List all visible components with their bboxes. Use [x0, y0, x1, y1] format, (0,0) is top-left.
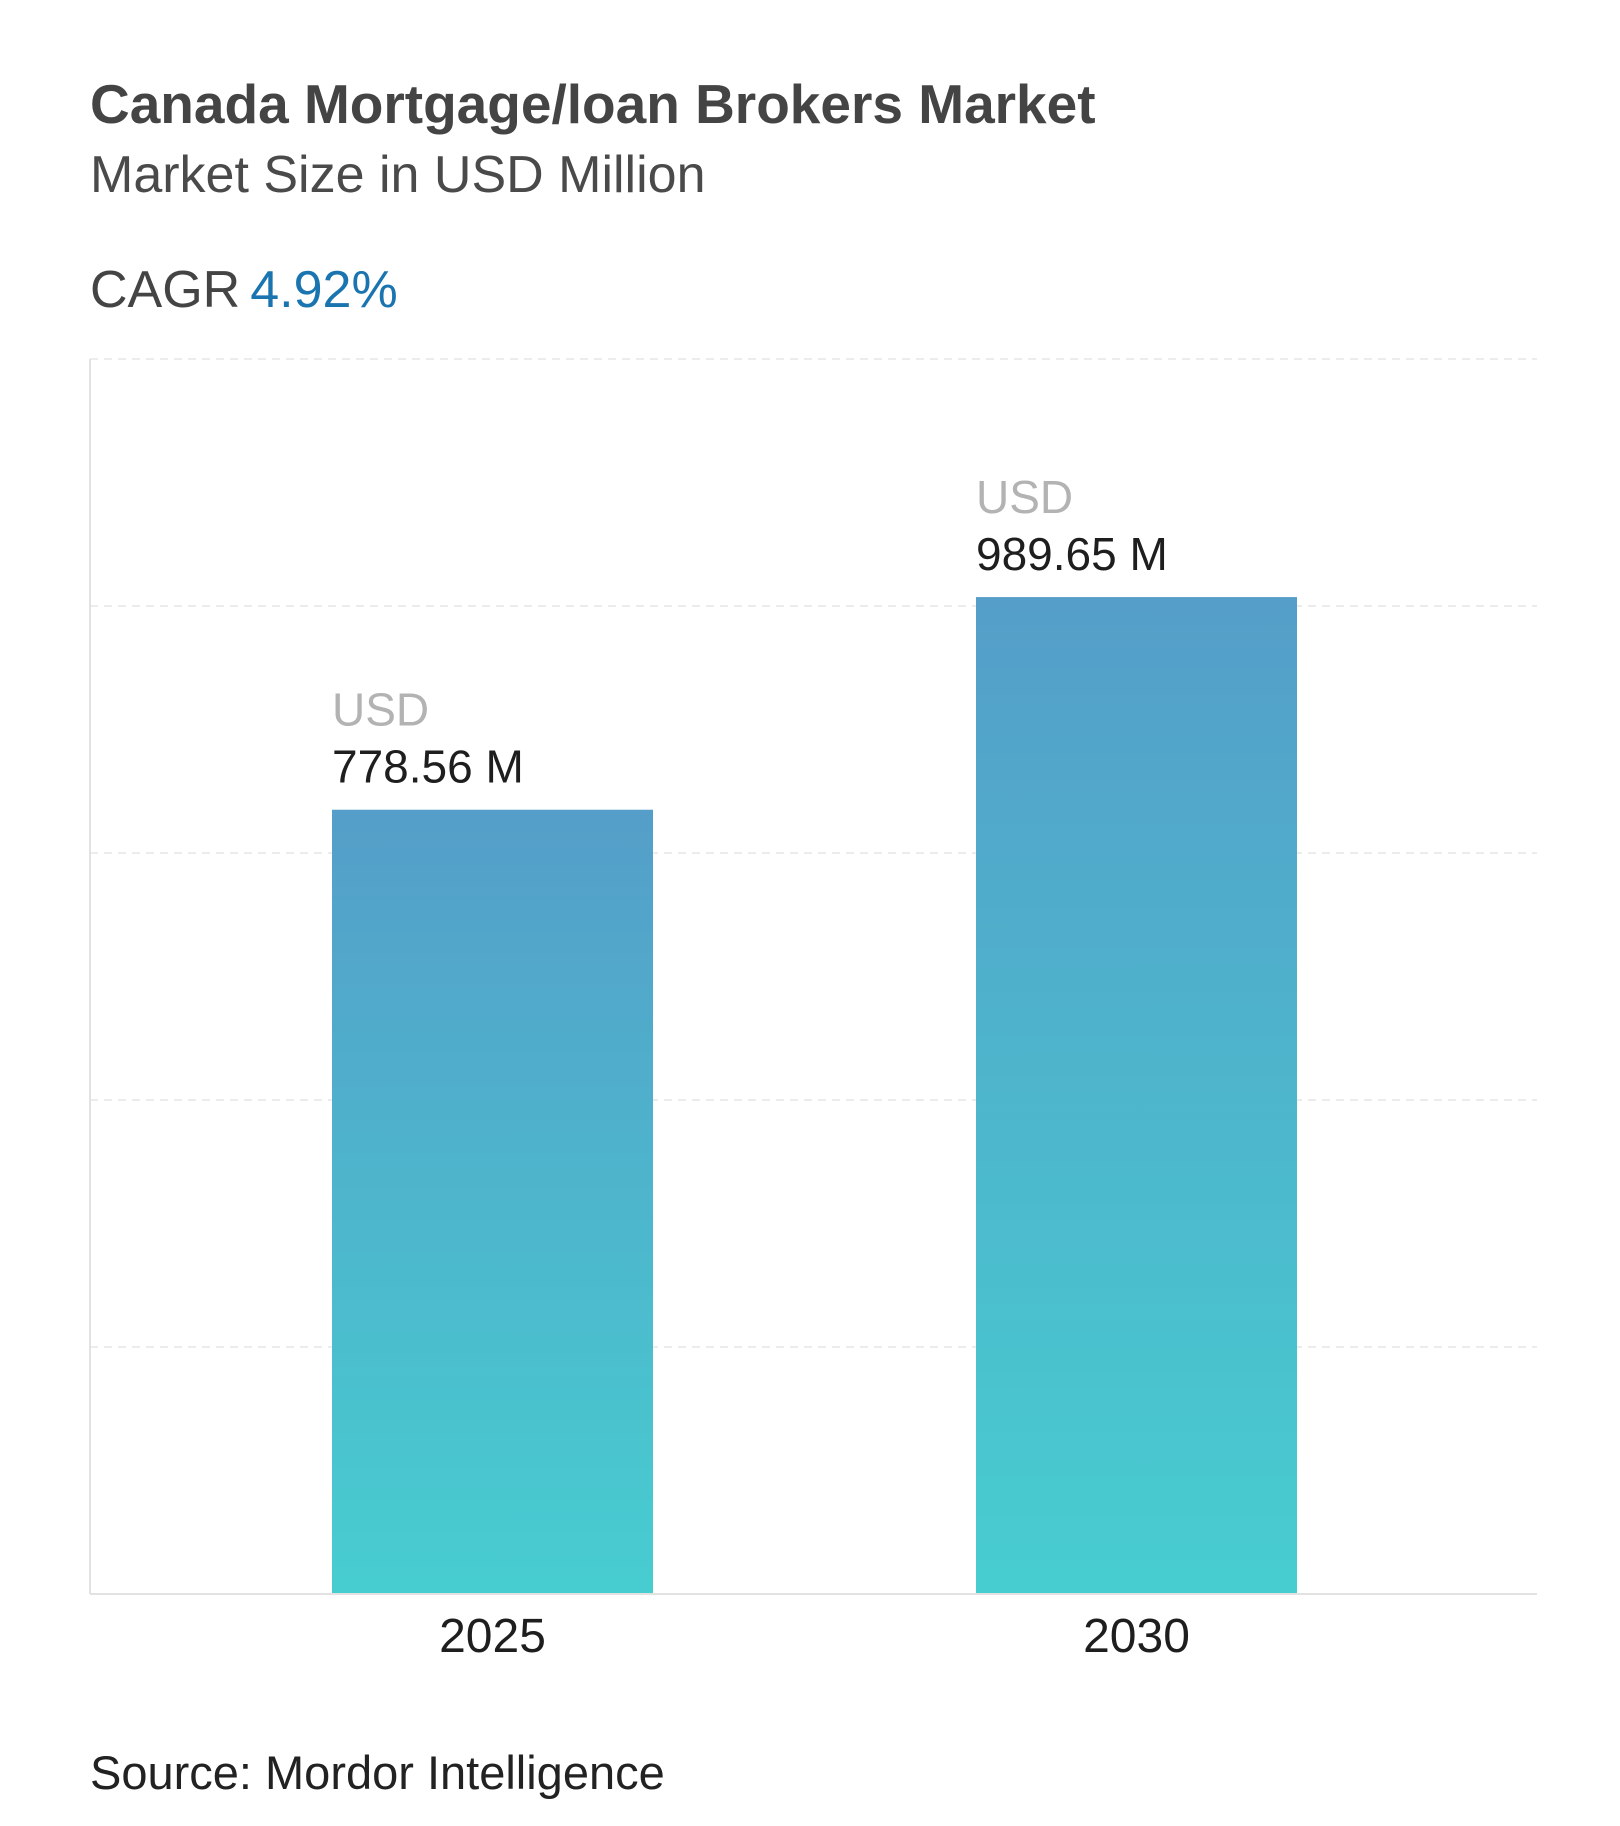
cagr-label: CAGR — [90, 261, 241, 319]
x-tick-label: 2030 — [1083, 1610, 1190, 1663]
value-unit-label: USD — [332, 684, 429, 736]
chart-title: Canada Mortgage/loan Brokers Market — [90, 73, 1096, 135]
bar-2025 — [332, 809, 653, 1594]
source-note: Source: Mordor Intelligence — [90, 1746, 665, 1799]
chart-subtitle: Market Size in USD Million — [90, 146, 706, 204]
value-label: 778.56 M — [332, 741, 524, 793]
cagr-value: 4.92% — [250, 261, 398, 319]
cagr-display: CAGR 4.92% — [90, 260, 398, 320]
value-unit-label: USD — [976, 471, 1073, 523]
value-label: 989.65 M — [976, 528, 1168, 580]
gridlines — [90, 358, 1537, 1348]
bar-2030 — [976, 597, 1297, 1594]
x-tick-label: 2025 — [439, 1610, 546, 1663]
